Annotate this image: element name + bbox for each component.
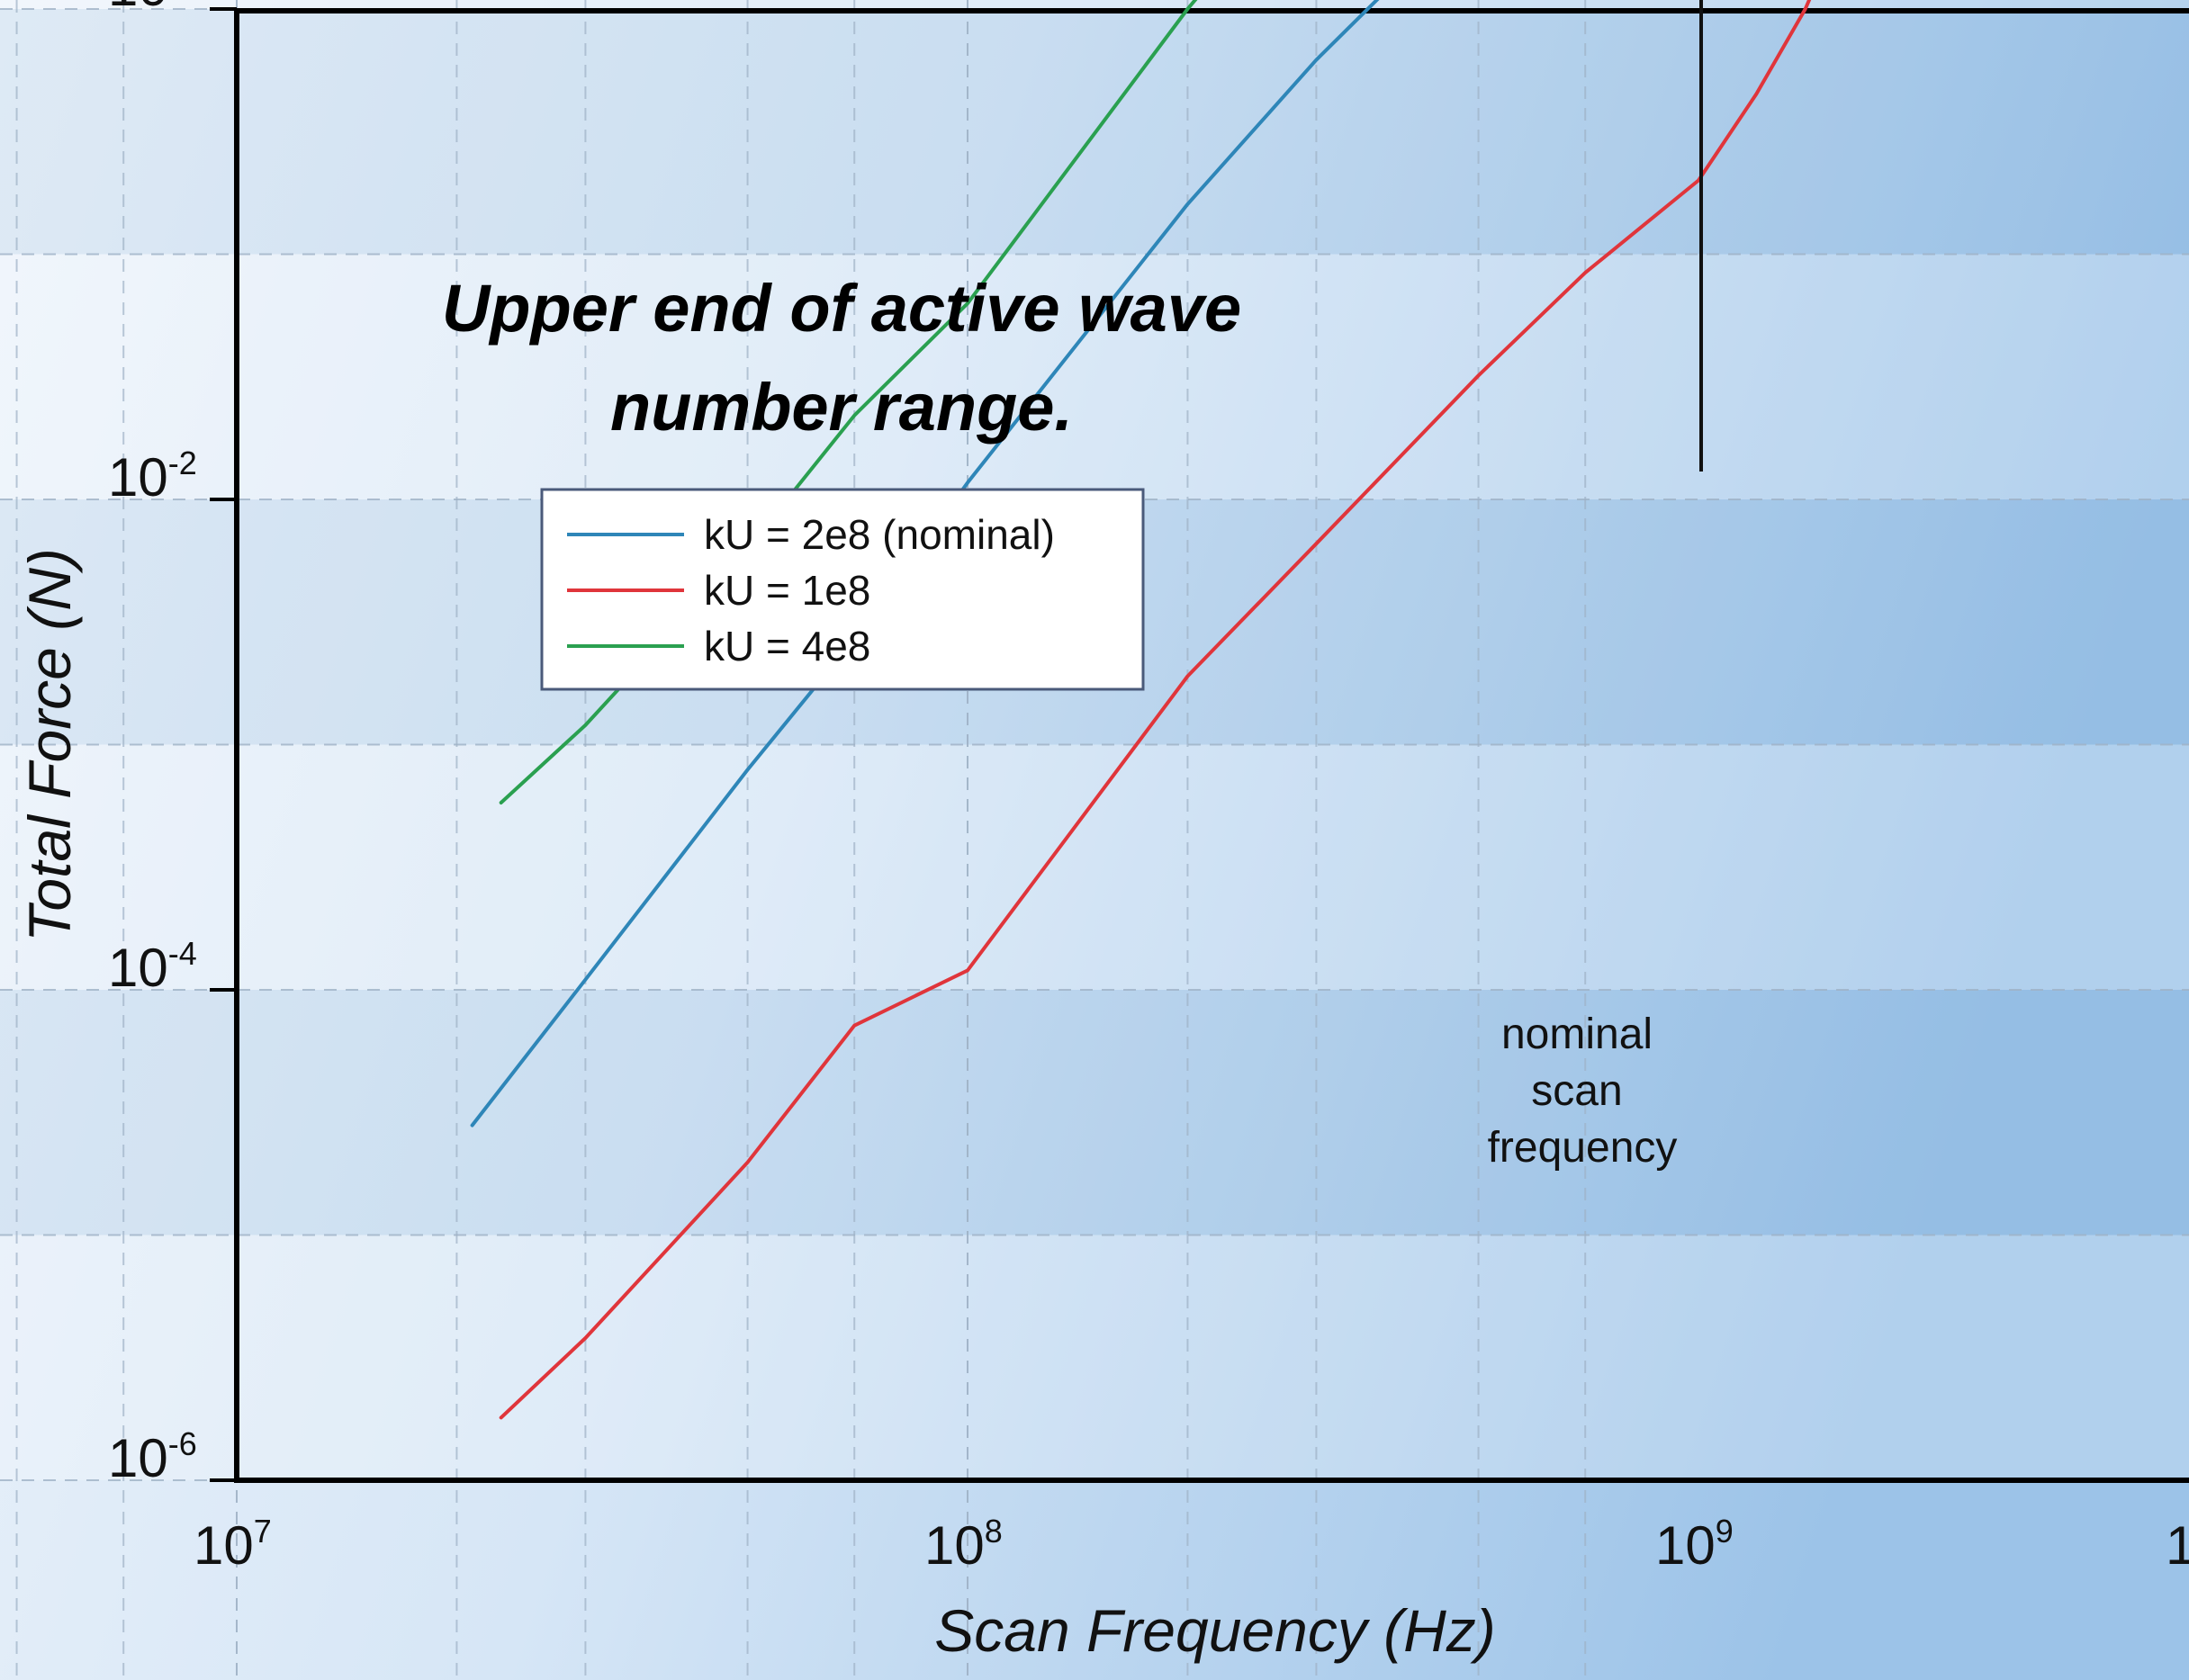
y-axis-title: Total Force (N) — [16, 548, 83, 942]
legend-label-nominal: kU = 2e8 (nominal) — [704, 511, 1055, 558]
x-axis-title: Scan Frequency (Hz) — [934, 1597, 1496, 1664]
plot-frame — [234, 8, 2189, 1483]
vline-label-line1: nominal — [1501, 1011, 1653, 1058]
band-decade--2 — [0, 254, 2189, 499]
x-tick-label: 1 — [2166, 1515, 2189, 1576]
annotation-title-line2: number range. — [610, 370, 1073, 445]
legend-label-1e8: kU = 1e8 — [704, 567, 870, 614]
series-line-4e8 — [499, 0, 1198, 804]
legend-label-4e8: kU = 4e8 — [704, 623, 870, 669]
series-layer — [470, 0, 1812, 1420]
band-decade--4 — [0, 744, 2189, 990]
series-line-1e8 — [499, 0, 1812, 1420]
band-decade-0 — [0, 0, 2189, 9]
x-tick-label: 109 — [1655, 1513, 1734, 1576]
annotation-title-line1: Upper end of active wave — [442, 271, 1241, 346]
band-decade--5 — [0, 990, 2189, 1235]
y-tick-label: 10-2 — [108, 445, 197, 508]
vline-label-line2: scan — [1531, 1067, 1622, 1115]
horizontal-bands — [0, 0, 2189, 1480]
axis-ticks: 10-610-410-21001021041071081091 — [108, 0, 2189, 1576]
vline-label-line3: frequency — [1488, 1124, 1678, 1172]
band-decade--6 — [0, 1235, 2189, 1480]
y-tick-label: 100 — [108, 0, 186, 17]
legend: kU = 2e8 (nominal) kU = 1e8 kU = 4e8 — [540, 488, 1145, 691]
series-line-nominal — [470, 0, 1380, 1127]
x-tick-label: 108 — [924, 1513, 1003, 1576]
